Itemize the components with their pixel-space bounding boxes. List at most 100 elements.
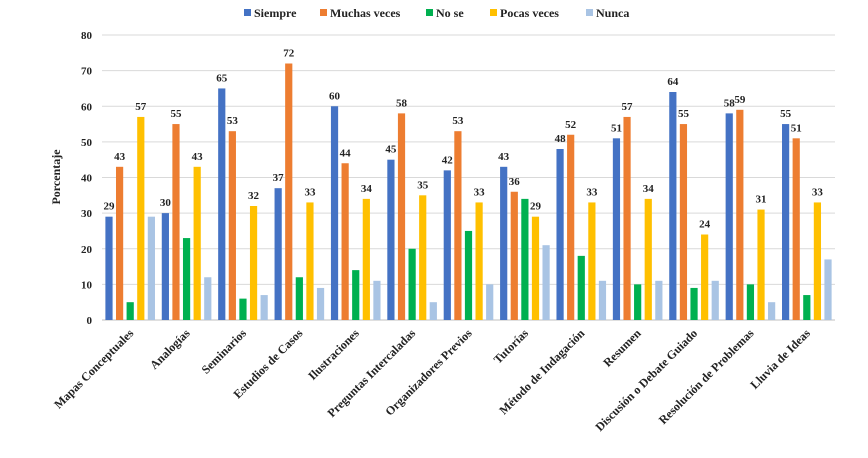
bar-nunca-ilustraciones	[373, 280, 381, 320]
legend-swatch-siempre	[244, 9, 251, 16]
data-label-muchas-veces-resolucion-de-problemas: 59	[734, 94, 746, 106]
data-label-siempre-tutorias: 43	[498, 151, 510, 163]
x-tick-label: Analogías	[147, 326, 193, 372]
data-label-siempre-analogias: 30	[160, 197, 172, 209]
data-label-muchas-veces-ilustraciones: 44	[340, 147, 352, 159]
data-labels: 29 43 57 30 55 43 65 53 32 37 72 33 60 44 34 45 58 35 42 53…	[103, 48, 823, 231]
data-label-pocas-veces-analogias: 43	[192, 151, 204, 163]
bar-nunca-mapas-conceptuales	[147, 216, 155, 320]
y-tick-label: 20	[81, 244, 93, 256]
x-tick-label: Resumen	[600, 326, 644, 370]
bars	[105, 63, 832, 320]
bar-pocas-veces-tutorias	[531, 216, 540, 320]
data-label-muchas-veces-estudios-de-casos: 72	[283, 48, 295, 60]
x-tick-label: Tutorías	[491, 326, 531, 366]
legend-swatch-no-se	[426, 9, 433, 16]
bar-muchas-veces-resolucion-de-problemas	[736, 109, 744, 320]
bar-nunca-discusion-o-debate-guiado	[711, 280, 719, 320]
bar-pocas-veces-estudios-de-casos	[306, 202, 314, 320]
data-label-pocas-veces-lluvia-de-ideas: 33	[812, 186, 824, 198]
bar-muchas-veces-analogias	[172, 124, 180, 320]
x-tick-label: Seminarios	[199, 326, 250, 377]
bar-siempre-resumen	[612, 138, 621, 320]
data-label-siempre-metodo-de-indagacion: 48	[555, 133, 567, 145]
bar-pocas-veces-discusion-o-debate-guiado	[701, 234, 709, 320]
data-label-pocas-veces-estudios-de-casos: 33	[304, 186, 316, 198]
y-tick-label: 60	[81, 101, 93, 113]
y-tick-label: 50	[81, 137, 93, 149]
bar-nunca-estudios-de-casos	[316, 287, 325, 320]
bar-nunca-organizadores-previos	[486, 284, 494, 320]
bar-no-se-lluvia-de-ideas	[803, 295, 811, 320]
x-tick-label: Mapas Conceptuales	[51, 326, 136, 411]
bar-pocas-veces-analogias	[193, 166, 201, 320]
data-label-siempre-resumen: 51	[611, 122, 622, 134]
data-label-muchas-veces-metodo-de-indagacion: 52	[565, 119, 577, 131]
data-label-muchas-veces-tutorias: 36	[509, 176, 521, 188]
data-label-siempre-preguntas-intercaladas: 45	[385, 144, 397, 156]
data-label-muchas-veces-resumen: 57	[622, 101, 634, 113]
data-label-siempre-ilustraciones: 60	[329, 90, 341, 102]
bar-no-se-resolucion-de-problemas	[746, 284, 755, 320]
bar-nunca-metodo-de-indagacion	[598, 280, 607, 320]
data-label-pocas-veces-ilustraciones: 34	[361, 183, 373, 195]
bar-muchas-veces-estudios-de-casos	[285, 63, 293, 320]
bar-siempre-ilustraciones	[330, 106, 339, 320]
bar-pocas-veces-resolucion-de-problemas	[757, 209, 765, 320]
y-tick-label: 40	[81, 173, 93, 185]
bar-no-se-resumen	[634, 284, 642, 320]
legend-label-nunca: Nunca	[596, 6, 629, 20]
data-label-muchas-veces-preguntas-intercaladas: 58	[396, 97, 408, 109]
bar-no-se-estudios-de-casos	[295, 277, 303, 320]
y-axis-label: Porcentaje	[49, 149, 63, 205]
data-label-siempre-resolucion-de-problemas: 58	[724, 97, 736, 109]
bar-siempre-seminarios	[218, 88, 226, 320]
data-label-pocas-veces-discusion-o-debate-guiado: 24	[699, 219, 711, 231]
data-label-pocas-veces-tutorias: 29	[530, 201, 542, 213]
bar-no-se-discusion-o-debate-guiado	[690, 287, 698, 320]
data-label-pocas-veces-metodo-de-indagacion: 33	[586, 186, 598, 198]
legend-swatch-pocas-veces	[490, 9, 497, 16]
data-label-muchas-veces-lluvia-de-ideas: 51	[791, 122, 802, 134]
bar-pocas-veces-resumen	[644, 198, 652, 320]
bar-siempre-preguntas-intercaladas	[387, 159, 395, 320]
x-tick-label: Lluvia de Ideas	[747, 326, 813, 392]
bar-siempre-estudios-de-casos	[274, 188, 282, 320]
y-tick-label: 10	[81, 279, 93, 291]
legend-label-siempre: Siempre	[254, 6, 297, 20]
bar-no-se-mapas-conceptuales	[126, 302, 134, 320]
bar-muchas-veces-mapas-conceptuales	[115, 166, 124, 320]
data-label-pocas-veces-seminarios: 32	[248, 190, 260, 202]
bar-siempre-analogias	[161, 213, 169, 320]
bar-siempre-mapas-conceptuales	[105, 216, 113, 320]
bar-no-se-analogias	[182, 238, 191, 320]
data-label-siempre-estudios-de-casos: 37	[273, 172, 285, 184]
bar-muchas-veces-lluvia-de-ideas	[792, 138, 800, 320]
x-tick-label: Resolución de Problemas	[656, 326, 757, 427]
legend-swatch-muchas-veces	[320, 9, 327, 16]
data-label-muchas-veces-analogias: 55	[170, 108, 182, 120]
bar-nunca-seminarios	[260, 295, 268, 320]
bar-nunca-resolucion-de-problemas	[768, 302, 776, 320]
legend-label-muchas-veces: Muchas veces	[330, 6, 401, 20]
y-tick-label: 70	[81, 66, 93, 78]
bar-muchas-veces-tutorias	[510, 191, 518, 320]
bar-nunca-analogias	[204, 277, 212, 320]
data-label-siempre-discusion-o-debate-guiado: 64	[667, 76, 679, 88]
data-label-pocas-veces-resumen: 34	[643, 183, 655, 195]
bar-nunca-tutorias	[542, 245, 550, 320]
bar-pocas-veces-ilustraciones	[362, 198, 370, 320]
data-label-pocas-veces-preguntas-intercaladas: 35	[417, 179, 429, 191]
legend: Siempre Muchas veces No se Pocas veces Nunca	[244, 6, 629, 20]
bar-no-se-organizadores-previos	[464, 230, 473, 320]
data-label-pocas-veces-mapas-conceptuales: 57	[135, 101, 147, 113]
legend-label-no-se: No se	[436, 6, 464, 20]
bar-nunca-preguntas-intercaladas	[429, 302, 437, 320]
data-label-muchas-veces-seminarios: 53	[227, 115, 239, 127]
bar-nunca-lluvia-de-ideas	[824, 259, 832, 320]
bar-pocas-veces-seminarios	[249, 206, 258, 320]
bar-pocas-veces-organizadores-previos	[475, 202, 483, 320]
bar-siempre-metodo-de-indagacion	[556, 149, 564, 320]
bar-no-se-seminarios	[239, 298, 247, 320]
